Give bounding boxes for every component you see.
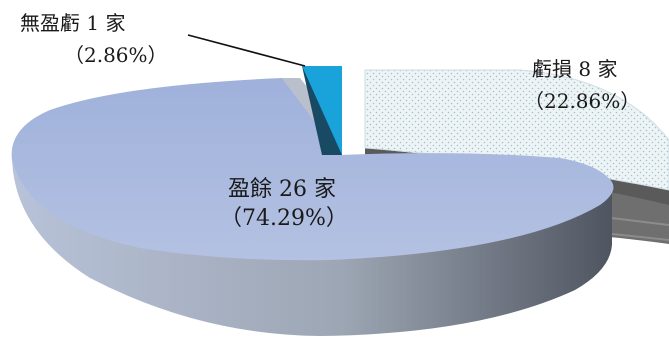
label-profit-percent: （74.29%）: [220, 206, 348, 231]
slice-profit: [11, 78, 614, 261]
label-loss-percent: （22.86%）: [524, 89, 640, 113]
label-profit: 盈餘 26 家: [228, 177, 336, 202]
label-loss: 虧損 8 家: [532, 57, 617, 81]
slice-breakeven: [302, 66, 342, 155]
label-breakeven: 無盈虧 1 家: [20, 11, 125, 35]
leader-line: [187, 34, 306, 67]
label-breakeven-percent: （2.86%）: [64, 43, 168, 67]
slice-profit-side: [12, 158, 612, 336]
